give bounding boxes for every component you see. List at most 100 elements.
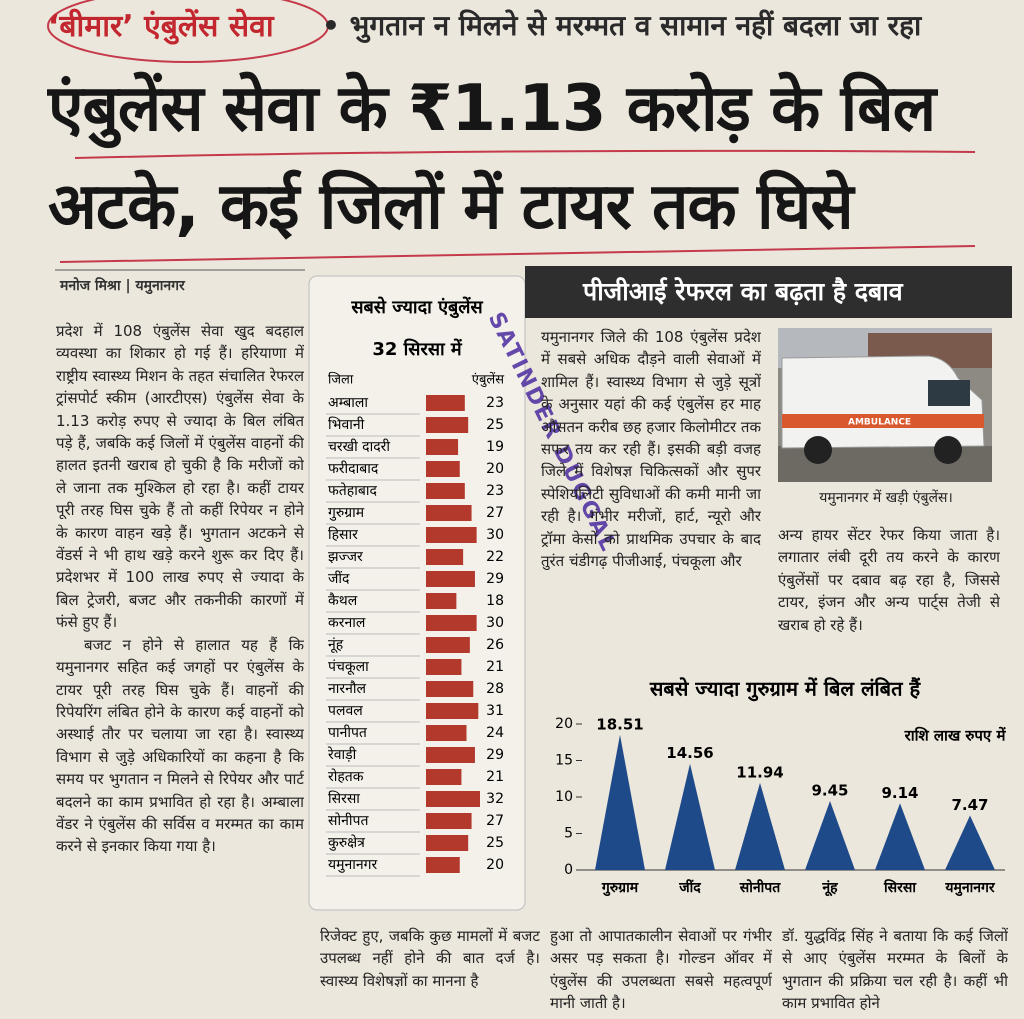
value-label: 30: [486, 527, 504, 543]
triangle: [735, 782, 785, 870]
author: मनोज मिश्रा: [60, 278, 121, 294]
value-label: 20: [486, 461, 504, 477]
triangle: [875, 803, 925, 870]
x-tick-label: नूंह: [821, 880, 838, 897]
bar: [426, 813, 472, 829]
bar: [426, 769, 462, 785]
bar: [426, 571, 475, 587]
window: [928, 380, 970, 406]
bar: [426, 835, 469, 851]
column: प्रदेश में 108 एंबुलेंस सेवा खुद बदहाल व…: [56, 320, 304, 1018]
pen-underline: [59, 245, 976, 263]
paragraph: हुआ तो आपातकालीन सेवाओं पर गंभीर असर पड़…: [550, 927, 772, 1013]
headline: अटके, कई जिलों में टायर तक घिसे: [48, 170, 854, 244]
value-label: 14.56: [666, 744, 713, 762]
x-tick-label: गुरुग्राम: [601, 880, 639, 897]
bar: [426, 791, 480, 807]
bar: [426, 659, 462, 675]
value-label: 21: [486, 659, 504, 675]
y-tick-label: 0: [564, 862, 573, 878]
bar-chart: सबसे ज्यादा एंबुलेंस 32 सिरसा में जिला एंबु…: [308, 275, 526, 911]
value-label: 27: [486, 505, 504, 521]
bar: [426, 395, 465, 411]
value-label: 29: [486, 571, 504, 587]
section-title: पीजीआई रेफरल का बढ़ता है दबाव: [525, 266, 1012, 318]
value-label: 9.45: [811, 782, 848, 800]
bar: [426, 439, 459, 455]
stripe: [782, 414, 984, 428]
bar: [426, 505, 472, 521]
category-label: सोनीपत: [328, 812, 369, 829]
bar: [426, 703, 479, 719]
triangle: [595, 734, 645, 870]
y-tick-label: 5: [564, 826, 573, 842]
triangle: [945, 815, 995, 870]
bar: [426, 417, 469, 433]
subhead: • भुगतान न मिलने से मरम्मत व सामान नहीं …: [322, 6, 921, 44]
byline: मनोज मिश्रा | यमुनानगर: [60, 278, 185, 294]
category-label: सिरसा: [328, 790, 360, 807]
chart-subtitle: राशि लाख रुपए में: [904, 727, 1007, 745]
value-label: 23: [486, 483, 504, 499]
value-label: 7.47: [951, 796, 988, 814]
bar: [426, 857, 460, 873]
column: डॉ. युद्धविंद्र सिंह ने बताया कि कई जिलो…: [782, 925, 1008, 1019]
category-label: रोहतक: [328, 768, 364, 785]
value-label: 29: [486, 747, 504, 763]
category-label: फरीदाबाद: [328, 460, 379, 477]
y-tick-label: 20: [555, 716, 573, 732]
value-label: 28: [486, 681, 504, 697]
value-label: 11.94: [736, 763, 783, 781]
column: अन्य हायर सेंटर रेफर किया जाता है। लगाता…: [778, 524, 1000, 644]
wheel: [934, 436, 962, 464]
value-label: 21: [486, 769, 504, 785]
category-label: कैथल: [328, 592, 358, 609]
value-label: 31: [486, 703, 504, 719]
bar: [426, 549, 464, 565]
bar: [426, 725, 467, 741]
bar: [426, 615, 477, 631]
triangle: [805, 801, 855, 870]
bar: [426, 483, 465, 499]
bar: [426, 681, 474, 697]
value-label: 18: [486, 593, 504, 609]
category-label: जींद: [328, 570, 350, 587]
value-label: 23: [486, 395, 504, 411]
chart-subtitle: 32 सिरसा में: [372, 338, 463, 360]
triangle-chart: सबसे ज्यादा गुरुग्राम में बिल लंबित हैं र…: [555, 677, 1007, 898]
category-label: हिसार: [328, 526, 358, 543]
paragraph: डॉ. युद्धविंद्र सिंह ने बताया कि कई जिलो…: [782, 927, 1008, 1013]
paragraph: बजट न होने से हालात यह हैं कि यमुनानगर स…: [56, 635, 304, 856]
category-label: पंचकूला: [328, 659, 369, 675]
y-tick-label: 15: [555, 753, 573, 769]
paragraph: रिजेक्ट हुए, जबकि कुछ मामलों में बजट उपल…: [320, 927, 540, 990]
value-label: 9.14: [881, 784, 918, 802]
value-label: 27: [486, 813, 504, 829]
category-label: फतेहाबाद: [328, 482, 377, 499]
x-tick-label: सिरसा: [883, 879, 917, 896]
chart-title: सबसे ज्यादा एंबुलेंस: [350, 296, 483, 319]
pen-circle: [47, 0, 329, 63]
column: रिजेक्ट हुए, जबकि कुछ मामलों में बजट उपल…: [320, 925, 540, 1019]
value-label: 32: [486, 791, 504, 807]
chart-title: सबसे ज्यादा गुरुग्राम में बिल लंबित हैं: [649, 677, 922, 702]
category-label: चरखी दादरी: [328, 438, 390, 455]
value-label: 26: [486, 637, 504, 653]
wheel: [804, 436, 832, 464]
bar: [426, 747, 475, 763]
category-label: गुरुग्राम: [328, 505, 365, 521]
value-label: 20: [486, 857, 504, 873]
column: हुआ तो आपातकालीन सेवाओं पर गंभीर असर पड़…: [550, 925, 772, 1019]
category-label: झज्जर: [328, 549, 363, 565]
category-label: भिवानी: [328, 416, 365, 433]
paragraph: यमुनानगर जिले की 108 एंबुलेंस प्रदेश में…: [541, 328, 761, 571]
photo-caption: यमुनानगर में खड़ी एंबुलेंस।: [819, 490, 953, 506]
subhead-text: भुगतान न मिलने से मरम्मत व सामान नहीं बद…: [349, 9, 922, 42]
paragraph: प्रदेश में 108 एंबुलेंस सेवा खुद बदहाल व…: [56, 322, 304, 632]
bar: [426, 527, 477, 543]
x-tick-label: जींद: [678, 879, 701, 896]
value-label: 22: [486, 549, 504, 565]
pen-underline: [74, 149, 976, 159]
category-label: नूंह: [328, 637, 344, 653]
value-label: 25: [486, 835, 504, 851]
